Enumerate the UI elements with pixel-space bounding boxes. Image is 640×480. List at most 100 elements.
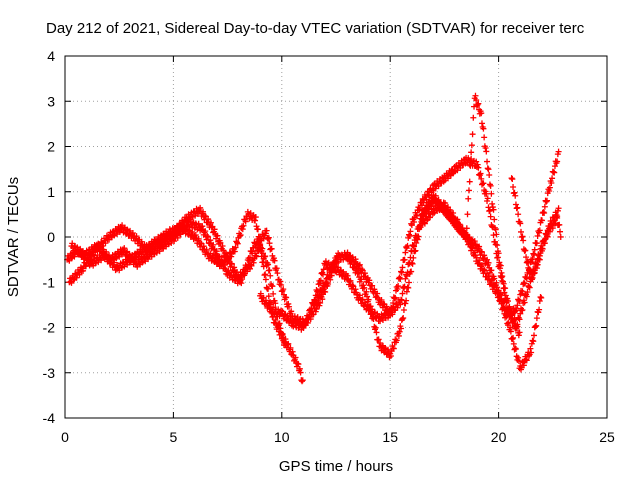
data-point — [522, 247, 529, 254]
data-point — [471, 238, 478, 245]
data-point — [493, 279, 500, 286]
data-point — [533, 240, 540, 247]
data-point — [392, 294, 399, 301]
data-point — [279, 330, 286, 337]
data-point — [472, 92, 479, 99]
data-point — [509, 176, 516, 183]
data-point — [133, 233, 140, 240]
data-point — [403, 244, 410, 251]
data-point — [203, 246, 210, 253]
data-point — [539, 245, 546, 252]
data-point — [95, 240, 102, 247]
data-point — [400, 307, 407, 314]
data-point — [364, 293, 371, 300]
data-point — [320, 266, 327, 273]
data-point — [520, 362, 527, 369]
data-point — [510, 340, 517, 347]
data-point — [478, 175, 485, 182]
data-point — [285, 340, 292, 347]
data-point — [416, 205, 423, 212]
data-point — [435, 183, 442, 190]
data-point — [210, 241, 217, 248]
data-point — [445, 175, 452, 182]
data-point — [391, 295, 398, 302]
data-point — [484, 195, 491, 202]
data-point — [240, 222, 247, 229]
data-point — [531, 252, 538, 259]
data-point — [278, 282, 285, 289]
data-point — [307, 309, 314, 316]
data-point — [374, 290, 381, 297]
data-point — [488, 190, 495, 197]
data-point — [313, 306, 320, 313]
y-axis-label: SDTVAR / TECUs — [5, 177, 22, 297]
data-point — [406, 233, 413, 240]
data-point — [401, 256, 408, 263]
x-tick-labels: 0 5 10 15 20 25 — [61, 429, 615, 445]
data-point — [450, 210, 457, 217]
data-point — [516, 329, 523, 336]
data-point — [232, 244, 239, 251]
data-point — [250, 259, 257, 266]
data-point — [98, 257, 105, 264]
data-point — [402, 300, 409, 307]
data-point — [205, 233, 212, 240]
data-point — [141, 241, 148, 248]
data-point — [404, 269, 411, 276]
data-point — [525, 259, 532, 266]
data-point — [216, 253, 223, 260]
data-point — [514, 321, 521, 328]
data-point — [402, 249, 409, 256]
data-point — [477, 170, 484, 177]
data-point — [554, 214, 561, 221]
data-point — [110, 255, 117, 262]
data-point — [503, 299, 510, 306]
data-point — [523, 293, 530, 300]
data-point — [280, 286, 287, 293]
data-point — [308, 305, 315, 312]
chart-title: Day 212 of 2021, Sidereal Day-to-day VTE… — [46, 20, 585, 37]
data-point — [368, 310, 375, 317]
data-point — [528, 349, 535, 356]
data-point — [369, 306, 376, 313]
data-point — [447, 171, 454, 178]
data-point — [346, 278, 353, 285]
data-point — [275, 306, 282, 313]
data-point — [534, 261, 541, 268]
data-point — [490, 206, 497, 213]
data-point — [299, 378, 306, 385]
data-point — [297, 369, 304, 376]
data-point — [390, 345, 397, 352]
data-point — [261, 253, 268, 260]
data-point — [219, 242, 226, 249]
data-point — [269, 283, 276, 290]
data-point — [403, 273, 410, 280]
data-point — [356, 262, 363, 269]
data-point — [531, 269, 538, 276]
data-point — [365, 296, 372, 303]
data-point — [192, 231, 199, 238]
data-point — [405, 259, 412, 266]
y-tick-label: 0 — [47, 229, 55, 245]
data-point — [252, 217, 259, 224]
data-point — [330, 264, 337, 271]
data-point — [497, 262, 504, 269]
data-point — [521, 280, 528, 287]
y-tick-label: 3 — [47, 93, 55, 109]
data-point — [478, 120, 485, 127]
data-point — [442, 200, 449, 207]
data-point — [253, 223, 260, 230]
data-point — [242, 218, 249, 225]
data-point — [523, 275, 530, 282]
data-point — [301, 321, 308, 328]
data-point — [533, 315, 540, 322]
data-point — [541, 209, 548, 216]
data-point — [265, 285, 272, 292]
data-point — [546, 228, 553, 235]
y-tick-label: 2 — [47, 139, 55, 155]
data-point — [252, 243, 259, 250]
data-point — [241, 272, 248, 279]
data-point — [509, 336, 516, 343]
data-point — [195, 235, 202, 242]
data-point — [182, 226, 189, 233]
